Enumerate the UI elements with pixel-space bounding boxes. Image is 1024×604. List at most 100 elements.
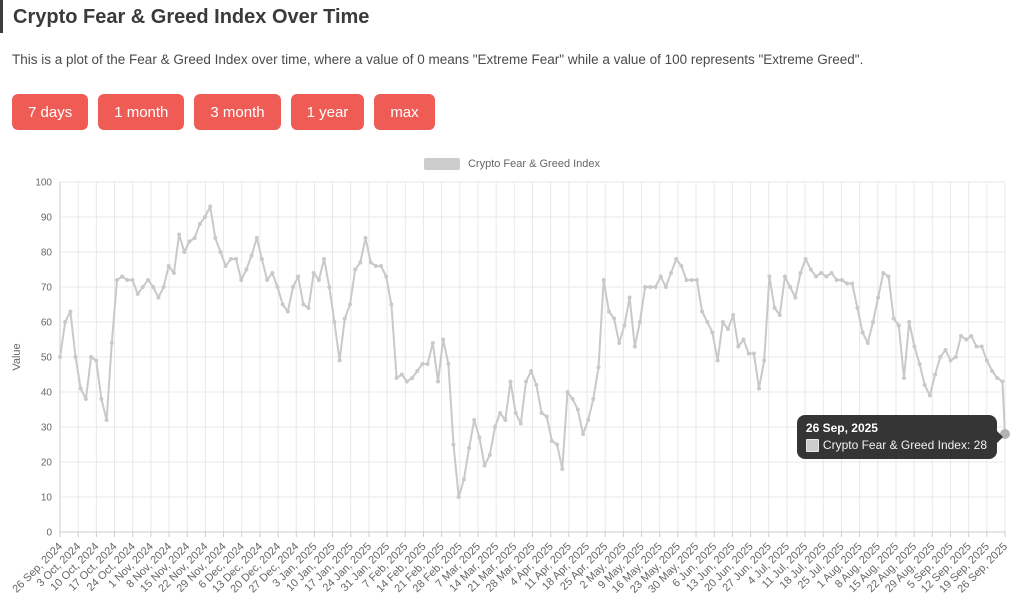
- data-point-marker: [197, 222, 202, 226]
- data-point-marker: [741, 337, 746, 342]
- data-point-marker: [368, 260, 373, 265]
- data-point-marker: [808, 267, 813, 272]
- data-point-marker: [560, 467, 565, 471]
- data-point-marker: [788, 285, 793, 289]
- data-point-marker: [653, 285, 658, 289]
- data-point-marker: [570, 397, 575, 401]
- data-point-marker: [327, 285, 332, 289]
- tooltip-arrow: [997, 431, 1003, 443]
- data-point-marker: [192, 236, 197, 240]
- y-axis-tick-label: 90: [41, 213, 53, 224]
- data-point-marker: [731, 313, 736, 317]
- data-point-marker: [146, 278, 150, 282]
- range-button-3-month[interactable]: 3 month: [194, 94, 281, 130]
- data-point-marker: [358, 260, 363, 265]
- data-point-marker: [234, 257, 239, 261]
- data-point-marker: [301, 302, 306, 307]
- data-point-marker: [679, 264, 684, 268]
- data-point-marker: [156, 295, 161, 300]
- data-point-marker: [565, 390, 570, 394]
- legend-series-label: Crypto Fear & Greed Index: [467, 158, 601, 170]
- range-button-1-month[interactable]: 1 month: [98, 94, 185, 130]
- data-point-marker: [596, 365, 601, 370]
- data-point-marker: [555, 442, 560, 447]
- data-point-marker: [208, 204, 213, 209]
- data-point-marker: [539, 411, 544, 415]
- data-point-marker: [104, 418, 109, 422]
- data-point-marker: [456, 495, 461, 499]
- data-point-marker: [762, 358, 767, 363]
- data-point-marker: [674, 257, 679, 261]
- data-point-marker: [109, 341, 114, 345]
- data-point-marker: [68, 309, 73, 314]
- data-point-marker: [140, 285, 145, 289]
- data-point-marker: [814, 274, 818, 279]
- data-point-marker: [482, 463, 487, 468]
- data-point-marker: [860, 330, 865, 335]
- data-point-marker: [865, 341, 870, 345]
- data-point-marker: [772, 306, 777, 310]
- data-point-marker: [974, 344, 979, 349]
- data-point-marker: [322, 257, 327, 261]
- data-point-marker: [612, 316, 617, 321]
- data-point-marker: [425, 362, 430, 366]
- data-point-marker: [436, 379, 440, 384]
- data-point-marker: [379, 264, 383, 268]
- data-point-marker: [912, 344, 917, 349]
- data-point-marker: [834, 278, 839, 282]
- series-line: [59, 205, 1006, 498]
- range-button-1-year[interactable]: 1 year: [290, 94, 365, 130]
- data-point-marker: [342, 316, 347, 321]
- data-point-marker: [467, 446, 472, 450]
- data-point-marker: [979, 344, 984, 349]
- data-point-marker: [793, 295, 798, 300]
- data-point-marker: [83, 397, 88, 401]
- data-point-marker: [337, 358, 342, 363]
- data-point-marker: [296, 274, 301, 279]
- range-button-7-days[interactable]: 7 days: [12, 94, 89, 130]
- data-point-marker: [259, 257, 264, 261]
- data-point-marker: [689, 278, 694, 282]
- page-description: This is a plot of the Fear & Greed Index…: [12, 52, 864, 67]
- data-point-marker: [917, 362, 922, 366]
- tooltip-series-symbol: [805, 438, 819, 452]
- data-point-marker: [384, 274, 389, 279]
- data-point-marker: [648, 285, 653, 289]
- data-point-marker: [363, 236, 368, 240]
- data-point-marker: [472, 418, 477, 422]
- data-point-marker: [777, 313, 782, 317]
- data-point-marker: [404, 379, 409, 384]
- data-point-marker: [736, 344, 741, 349]
- data-point-marker: [803, 257, 808, 261]
- tooltip-date: 26 Sep, 2025: [805, 421, 878, 435]
- data-point-marker: [710, 330, 715, 335]
- data-point-marker: [218, 250, 223, 254]
- data-point-marker: [927, 393, 932, 398]
- data-point-marker: [943, 348, 948, 352]
- data-point-marker: [669, 271, 673, 275]
- data-point-marker: [151, 285, 156, 289]
- data-point-marker: [73, 355, 78, 359]
- data-point-marker: [332, 320, 337, 324]
- data-point-marker: [534, 383, 539, 387]
- data-point-marker: [855, 306, 860, 310]
- chart-legend[interactable]: Crypto Fear & Greed Index: [0, 158, 1024, 170]
- data-point-marker: [891, 316, 896, 321]
- data-point-marker: [389, 302, 394, 307]
- data-point-marker: [896, 323, 901, 328]
- data-point-marker: [705, 320, 710, 324]
- data-point-marker: [78, 386, 83, 391]
- data-point-marker: [353, 267, 358, 272]
- data-point-marker: [586, 418, 591, 422]
- data-point-marker: [311, 271, 316, 275]
- data-point-marker: [58, 355, 62, 359]
- y-axis-tick-label: 40: [41, 388, 53, 399]
- y-axis-tick-label: 50: [41, 353, 53, 364]
- data-point-marker: [591, 397, 596, 401]
- data-point-marker: [249, 253, 254, 258]
- data-point-marker: [228, 257, 233, 261]
- range-button-max[interactable]: max: [374, 94, 435, 130]
- data-point-marker: [477, 435, 482, 440]
- data-point-marker: [280, 302, 285, 307]
